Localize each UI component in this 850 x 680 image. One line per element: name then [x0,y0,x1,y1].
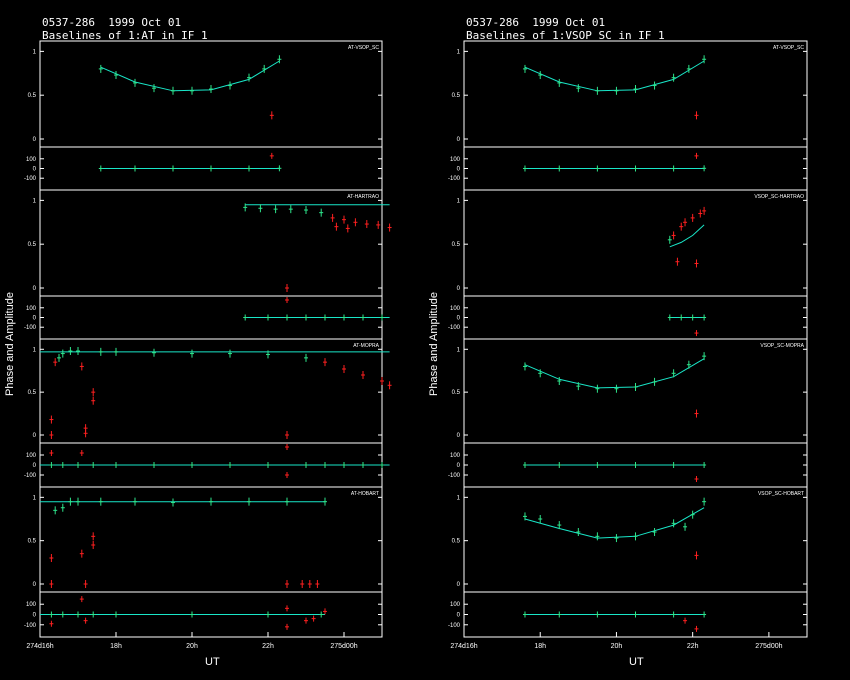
amp-tick-label: 0 [457,137,461,143]
amp-tick-label: 0 [33,433,37,439]
amp-model-curve [524,507,705,539]
amp-tick-label: 0.5 [28,539,37,545]
baseline-label: AT-HARTRAO [347,194,379,200]
phase-tick-label: -100 [448,623,461,629]
x-tick-label: 20h [611,643,623,650]
phase-tick-label: 0 [33,167,37,173]
amp-tick-label: 0.5 [28,242,37,248]
right-header-line2: Baselines of 1:VSOP_SC in IF 1 [466,29,665,42]
phase-tick-label: -100 [24,473,37,479]
amp-tick-label: 1 [33,49,37,55]
phase-tick-label: 100 [26,453,37,459]
amp-tick-label: 0.5 [452,390,461,396]
left-header-line1: 0537-286 1999 Oct 01 [42,16,182,29]
phase-tick-label: 100 [26,306,37,312]
x-tick-label: 274d16h [450,643,477,650]
phase-tick-label: -100 [448,176,461,182]
amp-tick-label: 0 [33,137,37,143]
phase-tick-label: -100 [448,473,461,479]
phase-tick-label: 100 [450,306,461,312]
phase-tick-label: 0 [33,463,37,469]
amp-tick-label: 1 [457,347,461,353]
amp-model-curve [524,60,705,92]
baseline-label: VSOP_SC-HARTRAO [754,194,804,200]
baseline-label: AT-VSOP_SC [348,45,379,51]
x-tick-label: 274d16h [26,643,53,650]
amp-tick-label: 1 [457,495,461,501]
x-tick-label: 18h [534,643,546,650]
phase-tick-label: -100 [24,623,37,629]
amp-tick-label: 0 [33,582,37,588]
baseline-label: AT-MOPRA [353,343,379,349]
amp-tick-label: 1 [33,495,37,501]
amp-tick-label: 0.5 [452,93,461,99]
baseline-label: AT-HOBART [351,491,379,497]
phase-tick-label: 100 [450,453,461,459]
phase-tick-label: 0 [457,613,461,619]
amp-tick-label: 0.5 [452,242,461,248]
x-tick-label: 22h [262,643,274,650]
phase-tick-label: 0 [33,613,37,619]
x-tick-label: 275d00h [755,643,782,650]
amp-tick-label: 0.5 [452,539,461,545]
phase-tick-label: -100 [24,176,37,182]
x-tick-label: 275d00h [330,643,357,650]
baseline-label: VSOP_SC-MOPRA [760,343,804,349]
amp-tick-label: 0 [33,286,37,292]
phase-tick-label: 100 [450,602,461,608]
amp-tick-label: 1 [457,198,461,204]
amp-tick-label: 1 [457,49,461,55]
amp-model-curve [100,60,280,92]
phase-tick-label: 100 [26,602,37,608]
phase-tick-label: 100 [450,157,461,163]
x-tick-label: 22h [687,643,699,650]
amp-tick-label: 0 [457,582,461,588]
right-header-line1: 0537-286 1999 Oct 01 [466,16,606,29]
left-x-title: UT [205,656,220,668]
amp-tick-label: 0 [457,286,461,292]
amp-tick-label: 0.5 [28,93,37,99]
phase-tick-label: 100 [26,157,37,163]
amp-tick-label: 1 [33,198,37,204]
phase-tick-label: -100 [24,325,37,331]
phase-tick-label: 0 [457,463,461,469]
amp-tick-label: 1 [33,347,37,353]
left-header-line2: Baselines of 1:AT in IF 1 [42,29,208,42]
x-tick-label: 18h [110,643,122,650]
phase-tick-label: 0 [457,316,461,322]
baseline-label: VSOP_SC-HOBART [758,491,804,497]
phase-tick-label: 0 [33,316,37,322]
right-x-title: UT [629,656,644,668]
phase-tick-label: -100 [448,325,461,331]
amp-tick-label: 0.5 [28,390,37,396]
phase-tick-label: 0 [457,167,461,173]
amp-tick-label: 0 [457,433,461,439]
amp-model-curve [524,358,705,389]
x-tick-label: 20h [186,643,198,650]
amp-model-curve [669,224,705,248]
baseline-label: AT-VSOP_SC [773,45,804,51]
